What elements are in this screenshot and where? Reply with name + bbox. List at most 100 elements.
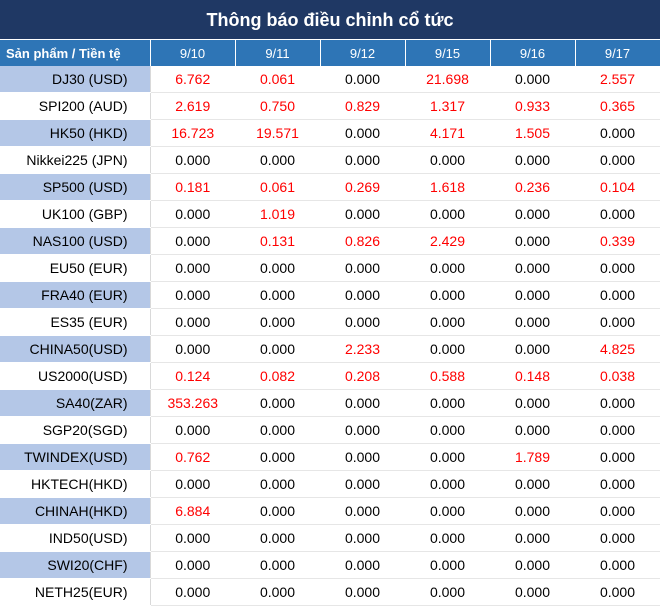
dividend-value-cell: 0.000	[320, 497, 405, 525]
dividend-value-cell: 0.000	[405, 416, 490, 444]
table-row: EU50 (EUR) 0.000 0.000 0.000 0.000 0.000 0.000	[0, 254, 660, 282]
dividend-value-cell: 0.000	[490, 578, 575, 606]
dividend-value-cell: 0.000	[150, 200, 235, 228]
dividend-value-cell: 353.263	[150, 389, 235, 417]
dividend-value-cell: 0.000	[575, 146, 660, 174]
dividend-value-cell: 0.000	[405, 281, 490, 309]
dividend-value-cell: 0.000	[405, 146, 490, 174]
dividend-value-cell: 0.181	[150, 173, 235, 201]
dividend-value-cell: 0.000	[405, 551, 490, 579]
dividend-value-cell: 0.000	[575, 308, 660, 336]
product-cell: SWI20(CHF)	[0, 551, 151, 579]
dividend-value-cell: 0.000	[235, 254, 320, 282]
dividend-value-cell: 0.000	[320, 578, 405, 606]
dividend-value-cell: 0.588	[405, 362, 490, 390]
dividend-value-cell: 4.825	[575, 335, 660, 363]
header-row: Sản phẩm / Tiền tệ 9/10 9/11 9/12 9/15 9…	[0, 40, 660, 66]
dividend-value-cell: 0.000	[150, 335, 235, 363]
dividend-value-cell: 0.750	[235, 92, 320, 120]
product-cell: UK100 (GBP)	[0, 200, 151, 228]
dividend-value-cell: 0.000	[150, 281, 235, 309]
dividend-value-cell: 0.000	[320, 200, 405, 228]
dividend-value-cell: 0.000	[320, 308, 405, 336]
dividend-value-cell: 0.000	[490, 254, 575, 282]
dividend-value-cell: 0.000	[405, 443, 490, 471]
dividend-value-cell: 0.000	[490, 146, 575, 174]
table-row: SGP20(SGD) 0.000 0.000 0.000 0.000 0.000 0.000	[0, 416, 660, 444]
table-row: SPI200 (AUD) 2.619 0.750 0.829 1.317 0.933 0.3…	[0, 92, 660, 120]
table-row: SWI20(CHF) 0.000 0.000 0.000 0.000 0.000 0.000	[0, 551, 660, 579]
dividend-value-cell: 2.619	[150, 92, 235, 120]
dividend-value-cell: 0.000	[575, 551, 660, 579]
dividend-value-cell: 0.365	[575, 92, 660, 120]
dividend-value-cell: 0.762	[150, 443, 235, 471]
dividend-value-cell: 0.000	[235, 524, 320, 552]
product-cell: CHINA50(USD)	[0, 335, 151, 363]
dividend-value-cell: 0.000	[575, 497, 660, 525]
date-column-header: 9/15	[405, 40, 491, 66]
date-column-header: 9/17	[575, 40, 660, 66]
dividend-value-cell: 0.000	[150, 578, 235, 606]
table-row: HK50 (HKD) 16.723 19.571 0.000 4.171 1.505 0.0…	[0, 119, 660, 147]
dividend-value-cell: 0.000	[235, 308, 320, 336]
dividend-value-cell: 6.884	[150, 497, 235, 525]
dividend-value-cell: 0.000	[490, 389, 575, 417]
dividend-value-cell: 0.000	[235, 416, 320, 444]
dividend-value-cell: 0.000	[235, 281, 320, 309]
dividend-value-cell: 0.000	[320, 254, 405, 282]
dividend-value-cell: 0.000	[405, 335, 490, 363]
dividend-value-cell: 16.723	[150, 119, 235, 147]
dividend-value-cell: 0.038	[575, 362, 660, 390]
dividend-value-cell: 0.000	[320, 66, 405, 93]
date-column-header: 9/16	[490, 40, 576, 66]
dividend-value-cell: 0.000	[405, 524, 490, 552]
dividend-value-cell: 1.505	[490, 119, 575, 147]
table-row: FRA40 (EUR) 0.000 0.000 0.000 0.000 0.000 0.00…	[0, 281, 660, 309]
product-column-header: Sản phẩm / Tiền tệ	[0, 40, 151, 66]
dividend-value-cell: 0.000	[490, 524, 575, 552]
dividend-value-cell: 0.082	[235, 362, 320, 390]
dividend-value-cell: 0.000	[405, 578, 490, 606]
dividend-value-cell: 0.236	[490, 173, 575, 201]
dividend-value-cell: 0.061	[235, 173, 320, 201]
dividend-value-cell: 0.000	[320, 443, 405, 471]
date-column-header: 9/10	[150, 40, 236, 66]
dividend-value-cell: 0.000	[575, 119, 660, 147]
product-cell: US2000(USD)	[0, 362, 151, 390]
dividend-value-cell: 0.000	[405, 497, 490, 525]
dividend-value-cell: 0.269	[320, 173, 405, 201]
table-row: DJ30 (USD) 6.762 0.061 0.000 21.698 0.000 2.55…	[0, 66, 660, 93]
table-row: CHINA50(USD) 0.000 0.000 2.233 0.000 0.000 4.8…	[0, 335, 660, 363]
product-cell: TWINDEX(USD)	[0, 443, 151, 471]
dividend-value-cell: 2.429	[405, 227, 490, 255]
dividend-value-cell: 0.000	[490, 551, 575, 579]
dividend-value-cell: 0.061	[235, 66, 320, 93]
dividend-value-cell: 0.000	[575, 200, 660, 228]
dividend-value-cell: 21.698	[405, 66, 490, 93]
dividend-value-cell: 0.000	[150, 227, 235, 255]
product-cell: SGP20(SGD)	[0, 416, 151, 444]
dividend-value-cell: 0.000	[320, 281, 405, 309]
date-column-header: 9/11	[235, 40, 321, 66]
product-cell: HKTECH(HKD)	[0, 470, 151, 498]
dividend-value-cell: 0.000	[320, 524, 405, 552]
table-row: NETH25(EUR) 0.000 0.000 0.000 0.000 0.000 0.00…	[0, 578, 660, 606]
dividend-value-cell: 0.148	[490, 362, 575, 390]
dividend-value-cell: 1.789	[490, 443, 575, 471]
dividend-value-cell: 0.000	[320, 470, 405, 498]
dividend-value-cell: 0.000	[320, 551, 405, 579]
product-cell: EU50 (EUR)	[0, 254, 151, 282]
dividend-value-cell: 0.000	[490, 66, 575, 93]
table-row: US2000(USD) 0.124 0.082 0.208 0.588 0.148 0.03…	[0, 362, 660, 390]
dividend-value-cell: 0.000	[235, 389, 320, 417]
dividend-value-cell: 0.000	[320, 119, 405, 147]
dividend-value-cell: 0.000	[150, 254, 235, 282]
table-row: TWINDEX(USD) 0.762 0.000 0.000 0.000 1.789 0.0…	[0, 443, 660, 471]
product-cell: HK50 (HKD)	[0, 119, 151, 147]
dividend-value-cell: 0.000	[490, 308, 575, 336]
table-row: HKTECH(HKD) 0.000 0.000 0.000 0.000 0.000 0.00…	[0, 470, 660, 498]
dividend-value-cell: 0.000	[150, 470, 235, 498]
dividend-value-cell: 0.000	[575, 389, 660, 417]
product-cell: ES35 (EUR)	[0, 308, 151, 336]
dividend-value-cell: 0.131	[235, 227, 320, 255]
